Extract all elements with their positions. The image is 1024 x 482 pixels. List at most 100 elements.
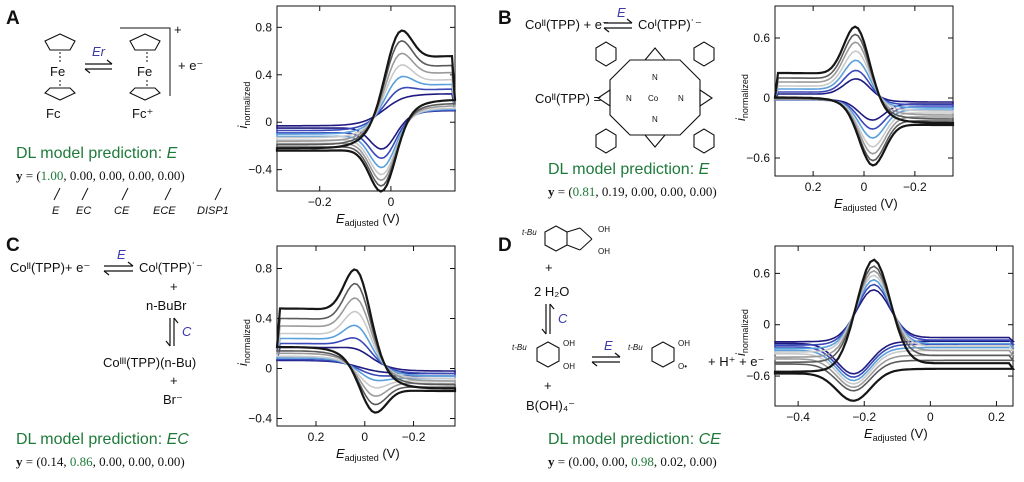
vector-prefix: = ( (23, 454, 41, 469)
vector-value: 0.00 (631, 184, 654, 199)
x-axis-symbol: E (336, 211, 345, 226)
prediction-value-c: EC (167, 431, 190, 448)
cv-series-line (276, 52, 456, 182)
cv-plot-a: −0.4 0 0.4 0.8 −0.2 0 Eadjusted (V) inormalized (235, 5, 457, 228)
boric-d: B(OH)₄⁻ (526, 398, 575, 413)
x-tick-label: 0 (388, 195, 395, 209)
prediction-b: DL model prediction: E (548, 161, 710, 178)
y-axis-subscript: normalized (242, 319, 252, 363)
vector-separator: , (683, 454, 690, 469)
vector-value: 0.00 (158, 454, 181, 469)
cv-series-line (275, 29, 457, 193)
y-tick-label: −0.6 (746, 151, 770, 165)
o-radical-label: O• (678, 362, 687, 371)
n-atom: N (652, 73, 658, 82)
tbu-label: t-Bu (512, 343, 527, 352)
vector-y-symbol: y (548, 184, 555, 199)
eq-right-b: Coᴵ(TPP)˙⁻ (638, 17, 702, 32)
y-tick-label: 0.8 (255, 262, 272, 276)
y-tick-label: 0 (265, 115, 272, 129)
x-axis-label: Eadjusted (V) (336, 211, 400, 228)
x-axis-label: Eadjusted (V) (834, 196, 898, 213)
panel-b: B Coᴵᴵ(TPP) + e⁻ E Coᴵ(TPP)˙⁻ Coᴵᴵ(TPP) … (498, 5, 717, 199)
step-label-c2: C (182, 324, 192, 339)
boronate-structure: t-Bu OH OH (522, 225, 610, 256)
species-label-b: Coᴵᴵ(TPP) = (535, 91, 601, 106)
cv-series-line (275, 268, 457, 414)
y-tick-label: −0.4 (248, 412, 272, 426)
vector-value: 0.00 (128, 168, 151, 183)
x-axis-label: Eadjusted (V) (336, 446, 400, 463)
x-axis-subscript: adjusted (843, 203, 877, 213)
oh-label: OH (598, 225, 610, 234)
cv-series-line (276, 39, 456, 187)
fc-name: Fc (46, 106, 61, 121)
panel-d: D t-Bu OH OH + 2 H₂O C t-Bu OH OH + B(OH… (498, 225, 764, 469)
vector-close: ) (712, 454, 716, 469)
prediction-c: DL model prediction: EC (16, 431, 189, 448)
vector-value: 0.98 (631, 454, 654, 469)
mechanism-arrow (214, 187, 222, 201)
mechanism-arrow (164, 187, 172, 201)
x-tick-label: 0.2 (988, 410, 1005, 424)
x-tick-label: −0.2 (852, 410, 876, 424)
plus-c1: + (170, 279, 178, 294)
x-axis-unit: (V) (877, 196, 898, 211)
vector-d: y = (0.00, 0.00, 0.98, 0.02, 0.00) (548, 454, 717, 469)
vector-y-symbol: y (16, 454, 23, 469)
fe-ion-label: Fe (137, 64, 152, 79)
x-tick-label: −0.2 (402, 430, 426, 444)
co-center: Co (648, 94, 659, 103)
eq-left-c: Coᴵᴵ(TPP)+ e⁻ (10, 260, 90, 275)
prediction-d: DL model prediction: CE (548, 431, 721, 448)
porphyrin-structure: N N N N Co (595, 41, 715, 154)
x-tick-label: 0 (861, 180, 868, 194)
vector-separator: , (63, 454, 70, 469)
y-axis-label: inormalized (733, 74, 750, 121)
y-axis-symbol: i (235, 362, 250, 366)
vector-value: 0.00 (128, 454, 151, 469)
x-axis-subscript: adjusted (345, 453, 379, 463)
oh-label: OH (678, 339, 690, 348)
x-axis-unit: (V) (379, 446, 400, 461)
vector-value: 0.02 (660, 454, 683, 469)
y-axis-symbol: i (733, 352, 748, 356)
y-axis-symbol: i (733, 117, 748, 121)
x-tick-label: 0 (361, 430, 368, 444)
vector-value: 0.00 (573, 454, 596, 469)
vector-y-symbol: y (548, 454, 555, 469)
products-d: + H⁺ + e⁻ (708, 354, 764, 369)
prediction-prefix-d: DL model prediction: (548, 431, 699, 448)
vector-separator: , (151, 168, 158, 183)
x-axis-unit: (V) (907, 426, 928, 441)
panel-label-d: D (498, 235, 512, 256)
y-tick-label: 0 (265, 362, 272, 376)
vector-value: 0.00 (99, 168, 122, 183)
eq-left-b: Coᴵᴵ(TPP) + e⁻ (525, 17, 609, 32)
panel-a: A Fe Fc Er Fe + Fc⁺ + e⁻ (6, 8, 229, 217)
y-tick-label: 0.6 (753, 31, 770, 45)
vector-separator: , (122, 168, 129, 183)
vector-value: 0.86 (70, 454, 93, 469)
vector-close: ) (712, 184, 716, 199)
vector-separator: , (683, 184, 690, 199)
y-axis-label: inormalized (235, 82, 252, 129)
semiquinone-structure: t-Bu OH O• (628, 339, 690, 371)
tbu-label: t-Bu (628, 343, 643, 352)
byproduct-c: Br⁻ (163, 392, 183, 407)
product-c: Coᴵᴵᴵ(TPP)(n-Bu) (103, 355, 196, 370)
y-axis-subscript: normalized (740, 309, 750, 353)
y-tick-label: 0.4 (255, 68, 272, 82)
vector-separator: , (151, 454, 158, 469)
y-tick-label: 0.8 (255, 20, 272, 34)
vector-c: y = (0.14, 0.86, 0.00, 0.00, 0.00) (16, 454, 185, 469)
mechanism-label: EC (76, 205, 91, 217)
y-tick-label: 0 (763, 318, 770, 332)
n-atom: N (626, 94, 632, 103)
x-tick-label: 0 (927, 410, 934, 424)
vector-separator: , (595, 454, 602, 469)
vector-a: y = (1.00, 0.00, 0.00, 0.00, 0.00) (16, 168, 185, 183)
electron-a: + e⁻ (178, 58, 203, 73)
